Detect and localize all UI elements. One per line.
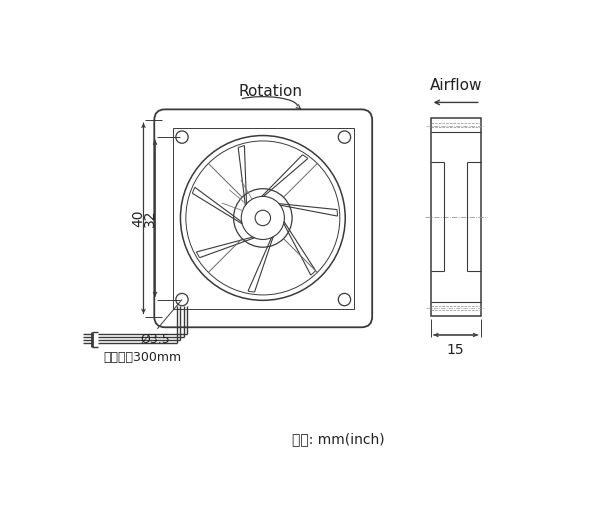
Bar (173, 128, 354, 309)
Text: 15: 15 (447, 343, 464, 357)
Text: Rotation: Rotation (239, 84, 302, 99)
Text: 单位: mm(inch): 单位: mm(inch) (292, 433, 385, 447)
Text: 40: 40 (131, 209, 145, 227)
Text: 32: 32 (143, 209, 157, 227)
Text: 框外线长300mm: 框外线长300mm (103, 351, 182, 364)
Text: Airflow: Airflow (430, 78, 482, 93)
Text: Ø3.5: Ø3.5 (140, 333, 170, 346)
Bar (431, 118, 481, 316)
